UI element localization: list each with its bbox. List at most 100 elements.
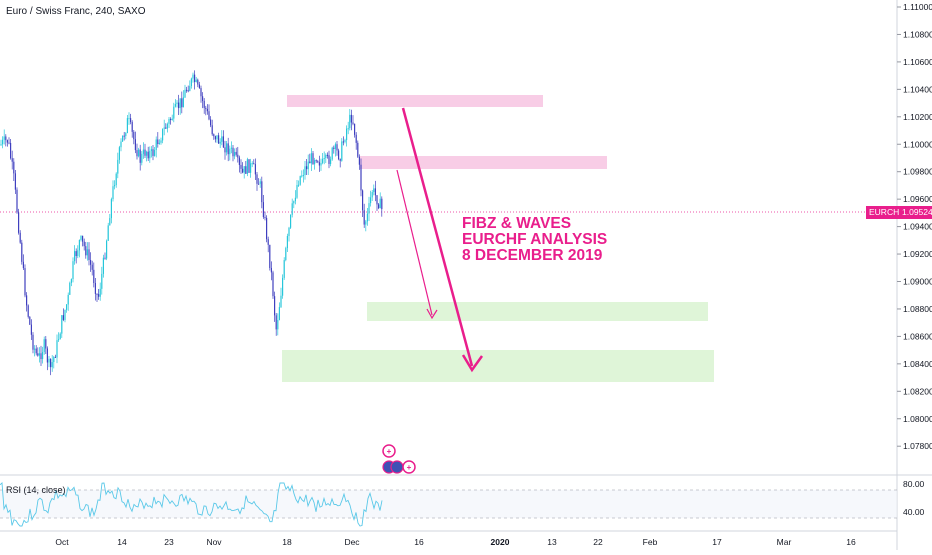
candle-body [226, 143, 228, 153]
candle-body [346, 128, 348, 141]
rsi-tick-label: 40.00 [903, 507, 925, 517]
candle-body [261, 181, 263, 203]
support-zone-lower[interactable] [282, 350, 714, 382]
candle-body [307, 161, 309, 170]
candle-body [70, 279, 72, 283]
price-tick-label: 1.09600 [903, 194, 932, 204]
candle-body [360, 164, 362, 191]
big-down-arrow[interactable] [401, 107, 474, 367]
symbol-title[interactable]: Euro / Swiss Franc, 240, SAXO [6, 6, 146, 17]
candle-body [315, 160, 317, 162]
economic-events[interactable]: + + [382, 444, 416, 474]
candle-body [211, 125, 213, 135]
analysis-annotation[interactable]: FIBZ & WAVES EURCHF ANALYSIS 8 DECEMBER … [462, 216, 607, 264]
candle-body [357, 142, 359, 157]
candle-body [139, 149, 141, 163]
rsi-indicator-label[interactable]: RSI (14, close) [6, 485, 66, 495]
candle-body [352, 122, 354, 124]
candle-body [366, 213, 368, 222]
event-plus-icon: + [407, 463, 412, 472]
candle-body [378, 204, 380, 209]
candle-body [123, 135, 125, 137]
candle-body [198, 84, 200, 89]
event-icon[interactable] [402, 460, 416, 474]
candle-body [202, 96, 204, 101]
candle-body [122, 135, 124, 142]
price-tick-label: 1.10200 [903, 112, 932, 122]
candle-body [168, 118, 170, 124]
price-tick-label: 1.09200 [903, 249, 932, 259]
candle-body [141, 153, 143, 163]
annotation-line-1: FIBZ & WAVES [462, 215, 572, 232]
candle-body [34, 348, 36, 350]
candle-body [296, 185, 298, 198]
small-down-arrowhead [426, 308, 438, 320]
candle-body [336, 144, 338, 151]
candle-body [197, 79, 199, 85]
candle-body [72, 261, 74, 280]
time-tick-label: 18 [282, 537, 292, 547]
candle-body [8, 142, 10, 144]
candle-body [91, 264, 93, 270]
candle-body [86, 249, 88, 256]
candle-body [358, 156, 360, 165]
candle-body [2, 139, 4, 145]
candle-body [29, 316, 31, 325]
price-axis[interactable]: 1.11000 1.10800 1.10600 1.10400 1.10200 1.100… [897, 2, 932, 451]
candle-body [282, 277, 284, 296]
candle-body [46, 348, 48, 363]
candle-body [157, 139, 159, 145]
candle-body [309, 161, 311, 164]
price-tick-label: 1.07800 [903, 441, 932, 451]
candle-body [283, 260, 285, 278]
support-zone-upper[interactable] [367, 302, 708, 321]
candle-body [192, 74, 194, 79]
candle-body [246, 159, 248, 174]
candle-body [142, 149, 144, 154]
candle-body [42, 351, 44, 360]
candle-body [80, 235, 82, 241]
candle-body [310, 153, 312, 164]
event-plus-icon: + [387, 447, 392, 456]
resistance-zone-upper[interactable] [287, 95, 543, 107]
candle-body [176, 102, 178, 105]
candle-body [163, 127, 165, 129]
candle-body [206, 109, 208, 112]
candle-body [134, 139, 136, 151]
rsi-band [0, 490, 897, 518]
candle-body [136, 150, 138, 157]
time-tick-label: Dec [344, 537, 360, 547]
rsi-tick-label: 80.00 [903, 479, 925, 489]
candle-body [251, 163, 253, 165]
flag-icon[interactable] [390, 460, 404, 474]
price-tick-label: 1.10000 [903, 139, 932, 149]
candle-body [160, 140, 162, 143]
candle-body [98, 294, 100, 297]
candle-body [227, 143, 229, 155]
time-axis[interactable]: Oct 14 23 Nov 18 Dec 16 2020 13 22 Feb 17 Mar 16 [55, 537, 856, 547]
candle-body [269, 244, 271, 268]
candle-body [203, 100, 205, 108]
candle-body [11, 158, 13, 162]
candle-body [323, 158, 325, 160]
candle-body [298, 184, 300, 186]
candle-body [133, 131, 135, 140]
candle-body [126, 118, 128, 133]
candle-body [106, 240, 108, 259]
small-down-arrow[interactable] [396, 169, 433, 316]
candle-body [187, 90, 189, 92]
candle-body [130, 118, 132, 123]
candle-body [248, 159, 250, 173]
candlestick-series [0, 70, 383, 376]
resistance-zone-lower[interactable] [360, 156, 607, 169]
candle-body [58, 339, 60, 341]
candle-body [48, 358, 50, 363]
candle-body [114, 185, 116, 187]
candle-body [150, 149, 152, 151]
candle-body [256, 174, 258, 184]
candle-body [264, 217, 266, 219]
candle-body [267, 239, 269, 245]
event-icon[interactable] [382, 444, 396, 458]
